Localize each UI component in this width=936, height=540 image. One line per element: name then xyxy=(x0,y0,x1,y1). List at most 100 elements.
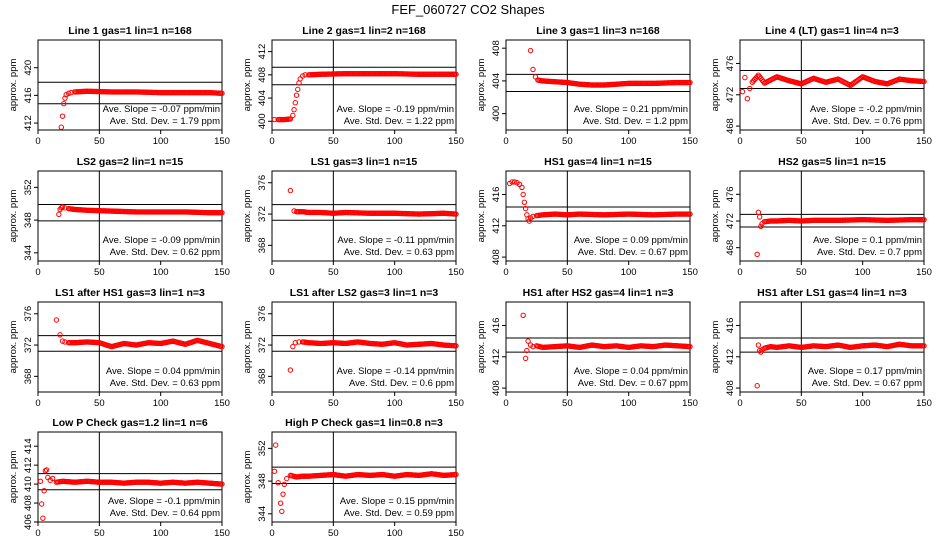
x-tick-label: 0 xyxy=(35,398,40,409)
chart-panel: Line 4 (LT) gas=1 lin=4 n=3 0 50 100 150 468 4… xyxy=(710,25,932,147)
plot-frame xyxy=(37,39,223,131)
x-tick-label: 150 xyxy=(916,136,932,147)
x-tick-label: 0 xyxy=(737,267,742,278)
x-tick-label: 150 xyxy=(682,398,698,409)
panel-title: Line 1 gas=1 lin=1 n=168 xyxy=(68,25,192,37)
data-point xyxy=(291,208,297,214)
x-tick-label: 150 xyxy=(214,398,230,409)
x-tick-label: 0 xyxy=(503,136,508,147)
data-point xyxy=(292,339,299,346)
x-tick-label: 50 xyxy=(328,136,339,147)
y-tick-label: 472 xyxy=(725,87,736,103)
chart-panel: High P Check gas=1 lin=0.8 n=3 0 50 100 150 3… xyxy=(242,417,464,539)
y-tick-label: 372 xyxy=(23,337,34,353)
data-point xyxy=(302,72,308,78)
data-point xyxy=(41,488,47,494)
slope-annotation: Ave. Slope = -0.14 ppm/min xyxy=(337,366,454,377)
data-point xyxy=(520,312,526,319)
data-point xyxy=(61,100,67,107)
slope-annotation: Ave. Slope = 0.1 ppm/min xyxy=(813,235,922,246)
data-point xyxy=(687,79,693,86)
x-tick-label: 100 xyxy=(153,136,169,147)
y-tick-label: 344 xyxy=(257,506,268,522)
data-point xyxy=(526,218,533,224)
data-point xyxy=(687,343,693,350)
panel-title: LS1 after LS2 gas=3 lin=1 n=3 xyxy=(290,287,439,299)
x-tick-label: 0 xyxy=(269,398,274,409)
slope-annotation: Ave. Slope = -0.2 ppm/min xyxy=(810,104,922,115)
data-point xyxy=(275,480,281,486)
y-axis-label: approx. ppm xyxy=(8,190,19,243)
std-dev-annotation: Ave. Std. Dev. = 1.2 ppm xyxy=(583,116,688,127)
data-point xyxy=(295,86,301,93)
data-point xyxy=(747,85,753,92)
data-point xyxy=(43,467,50,473)
slope-annotation: Ave. Slope = -0.1 ppm/min xyxy=(108,496,220,507)
y-tick-label: 412 xyxy=(491,218,502,234)
chart-panel: HS1 after LS1 gas=4 lin=1 n=3 0 50 100 150 40… xyxy=(710,287,932,409)
y-axis-label: approx. ppm xyxy=(710,321,721,374)
x-tick-label: 150 xyxy=(448,528,464,539)
y-tick-label: 412 xyxy=(23,115,34,131)
y-tick-label: 410 xyxy=(23,476,34,492)
data-point xyxy=(453,471,459,478)
data-point xyxy=(279,508,285,515)
data-point xyxy=(921,216,927,223)
x-tick-label: 50 xyxy=(94,528,105,539)
y-tick-label: 412 xyxy=(725,349,736,365)
data-point xyxy=(293,92,300,98)
std-dev-annotation: Ave. Std. Dev. = 1.22 ppm xyxy=(344,116,454,127)
y-axis-label: approx. ppm xyxy=(242,451,253,504)
data-point xyxy=(272,442,279,448)
x-tick-label: 50 xyxy=(328,528,339,539)
y-axis-label: approx. ppm xyxy=(242,190,253,243)
data-point xyxy=(62,205,68,211)
chart-panel: LS1 gas=3 lin=1 n=15 0 50 100 150 368 372 376 ap… xyxy=(242,156,464,278)
y-tick-label: 344 xyxy=(23,245,34,261)
y-tick-label: 400 xyxy=(491,106,502,122)
x-tick-label: 50 xyxy=(328,267,339,278)
y-tick-label: 404 xyxy=(491,73,502,89)
panel-title: Line 2 gas=1 lin=2 n=168 xyxy=(302,25,426,37)
x-tick-label: 50 xyxy=(562,398,573,409)
y-axis-label: approx. ppm xyxy=(8,59,19,112)
x-tick-label: 150 xyxy=(682,136,698,147)
y-tick-label: 416 xyxy=(491,187,502,203)
std-dev-annotation: Ave. Std. Dev. = 0.76 ppm xyxy=(812,116,922,127)
data-point xyxy=(37,478,44,484)
data-point xyxy=(739,88,746,95)
data-point xyxy=(296,339,302,345)
data-point xyxy=(59,338,66,344)
data-point xyxy=(524,347,530,354)
x-tick-label: 150 xyxy=(214,528,230,539)
data-point xyxy=(219,343,225,350)
slope-annotation: Ave. Slope = -0.07 ppm/min xyxy=(103,104,220,115)
y-axis-label: approx. ppm xyxy=(8,321,19,374)
panel-title: Low P Check gas=1.2 lin=1 n=6 xyxy=(52,417,207,429)
std-dev-annotation: Ave. Std. Dev. = 0.62 ppm xyxy=(110,247,220,258)
y-tick-label: 408 xyxy=(491,40,502,56)
y-tick-label: 414 xyxy=(23,438,34,454)
chart-panel: Line 3 gas=1 lin=3 n=168 0 50 100 150 400 404 4… xyxy=(476,25,698,147)
y-tick-label: 348 xyxy=(23,212,34,228)
panel-title: Line 4 (LT) gas=1 lin=4 n=3 xyxy=(765,25,899,37)
y-tick-label: 348 xyxy=(257,473,268,489)
x-tick-label: 100 xyxy=(153,267,169,278)
y-axis-label: approx. ppm xyxy=(476,321,487,374)
data-point xyxy=(271,468,278,474)
data-point xyxy=(290,343,296,350)
panel-title: High P Check gas=1 lin=0.8 n=3 xyxy=(285,417,443,429)
y-tick-label: 408 xyxy=(725,380,736,396)
x-tick-label: 150 xyxy=(448,398,464,409)
y-tick-label: 400 xyxy=(257,113,268,129)
data-point xyxy=(525,338,531,344)
data-point xyxy=(530,66,536,73)
y-tick-label: 372 xyxy=(257,337,268,353)
data-point xyxy=(755,209,762,216)
data-point xyxy=(287,116,294,122)
data-point xyxy=(38,501,45,507)
slope-annotation: Ave. Slope = 0.15 ppm/min xyxy=(340,496,454,507)
data-point xyxy=(57,332,63,338)
y-tick-label: 368 xyxy=(257,237,268,253)
data-point xyxy=(520,191,526,198)
